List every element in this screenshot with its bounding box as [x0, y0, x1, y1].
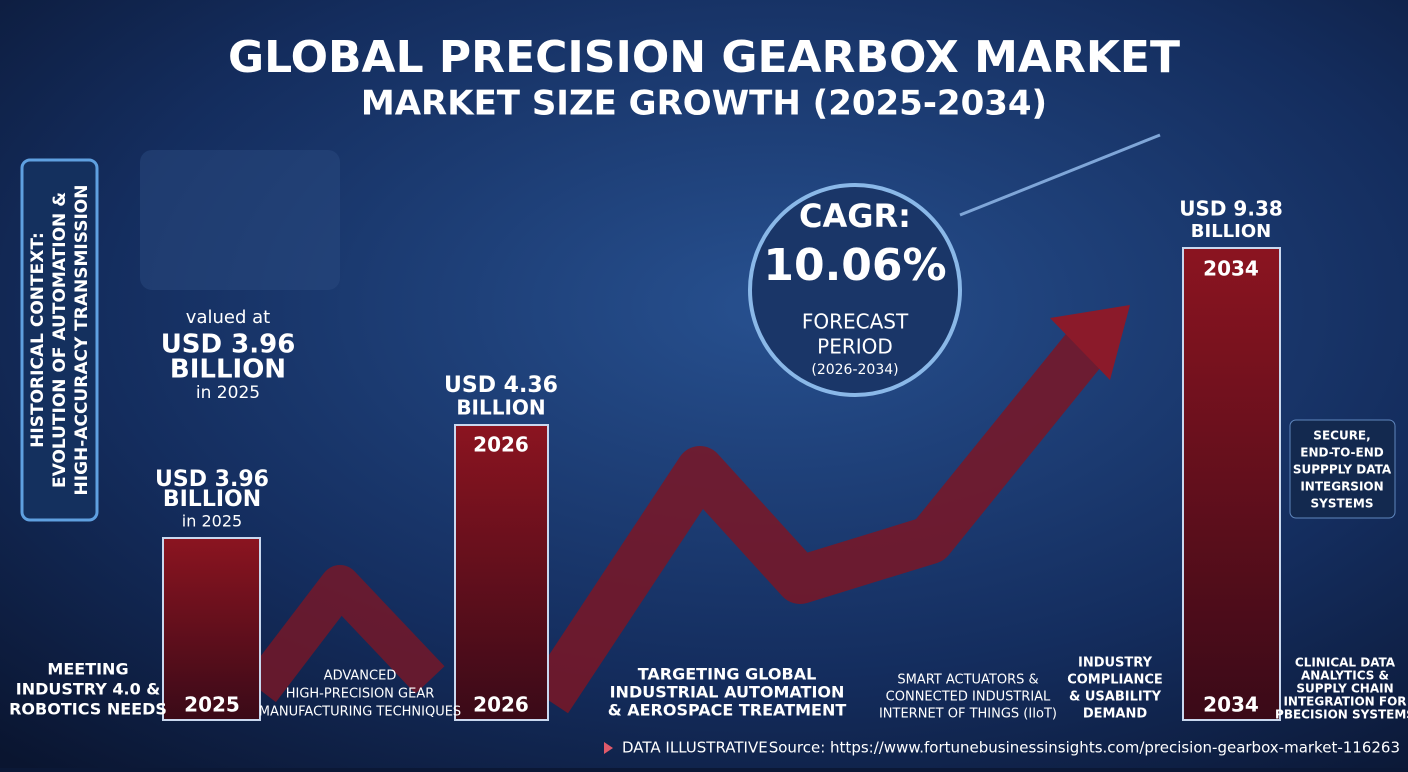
bar-note: in 2025 — [182, 512, 242, 531]
caption: & AEROSPACE TREATMENT — [608, 701, 847, 720]
caption: SUPPLY CHAIN — [1296, 682, 1393, 696]
sidebar-box — [20, 158, 99, 522]
bar-value: USD 3.96 — [155, 467, 269, 492]
bar-2026 — [454, 424, 549, 721]
caption: INTERNET OF THINGS (IIoT) — [879, 707, 1057, 722]
caption: ANALYTICS & — [1301, 669, 1389, 683]
machine-illustration — [140, 150, 340, 290]
bar-unit: BILLION — [1191, 221, 1271, 242]
caption: PBECISION SYSTEMS — [1275, 708, 1408, 722]
caption: END-TO-END — [1300, 446, 1383, 460]
cagr-label: CAGR: — [799, 197, 911, 235]
arrow-head — [1050, 305, 1130, 380]
cagr-period: FORECAST — [802, 310, 909, 334]
caption: MANUFACTURING TECHNIQUES — [259, 705, 461, 720]
caption: SMART ACTUATORS & — [897, 673, 1038, 688]
footer-note: DATA ILLUSTRATIVE — [622, 739, 768, 757]
cagr-years: (2026-2034) — [811, 362, 898, 378]
caption: & USABILITY — [1069, 690, 1162, 705]
valued-prefix: valued at — [186, 307, 270, 328]
caption: ADVANCED — [324, 669, 397, 684]
caption: SUPPPLY DATA — [1293, 463, 1392, 477]
caption: DEMAND — [1083, 707, 1148, 722]
bar-year: 2034 — [1203, 257, 1259, 281]
caption: SYSTEMS — [1311, 497, 1374, 511]
connector — [959, 133, 1161, 217]
caption: INTEGRSION — [1300, 480, 1383, 494]
bar-2025 — [162, 537, 261, 721]
sidebar-text: HIGH-ACCURACY TRANSMISSION — [72, 185, 92, 496]
sidebar-text: HISTORICAL CONTEXT: — [28, 232, 48, 448]
cagr-value: 10.06% — [763, 240, 946, 291]
caption: INDUSTRIAL AUTOMATION — [610, 683, 845, 702]
caption: ROBOTICS NEEDS — [9, 700, 167, 719]
caption: SECURE, — [1313, 429, 1370, 443]
bar-year: 2025 — [184, 693, 240, 717]
title: GLOBAL PRECISION GEARBOX MARKET — [228, 32, 1180, 83]
caption: HIGH-PRECISION GEAR — [286, 687, 435, 702]
bar-2034 — [1182, 247, 1281, 721]
caption: CLINICAL DATA — [1295, 656, 1396, 670]
caption: INDUSTRY — [1078, 656, 1153, 671]
bar-value: USD 9.38 — [1179, 197, 1283, 221]
subtitle: MARKET SIZE GROWTH (2025-2034) — [361, 84, 1047, 124]
caption: INTEGRATION FOR — [1283, 695, 1406, 709]
bar-year: 2034 — [1203, 693, 1259, 717]
caption: CONNECTED INDUSTRIAL — [886, 690, 1051, 705]
caption: TARGETING GLOBAL — [638, 665, 817, 684]
caption: MEETING — [47, 660, 128, 679]
sidebar-text: EVOLUTION OF AUTOMATION & — [50, 192, 70, 488]
bar-year: 2026 — [473, 693, 529, 717]
zigzag — [244, 565, 445, 703]
valued-unit: BILLION — [170, 355, 286, 385]
valued-suffix: in 2025 — [196, 383, 260, 403]
bar-value: USD 4.36 — [444, 373, 558, 398]
bar-unit: BILLION — [163, 487, 261, 512]
caption-box — [1289, 419, 1396, 519]
caption: INDUSTRY 4.0 & — [16, 680, 161, 699]
footer-source: Source: https://www.fortunebusinessinsig… — [769, 739, 1400, 757]
growth-arrow — [527, 314, 1119, 714]
cagr-circle — [748, 183, 962, 397]
cagr-period: PERIOD — [817, 335, 893, 359]
bar-unit: BILLION — [456, 396, 545, 420]
footer-bullet — [604, 742, 613, 754]
bar-year: 2026 — [473, 433, 529, 457]
valued-value: USD 3.96 — [161, 330, 296, 360]
caption: COMPLIANCE — [1067, 673, 1163, 688]
